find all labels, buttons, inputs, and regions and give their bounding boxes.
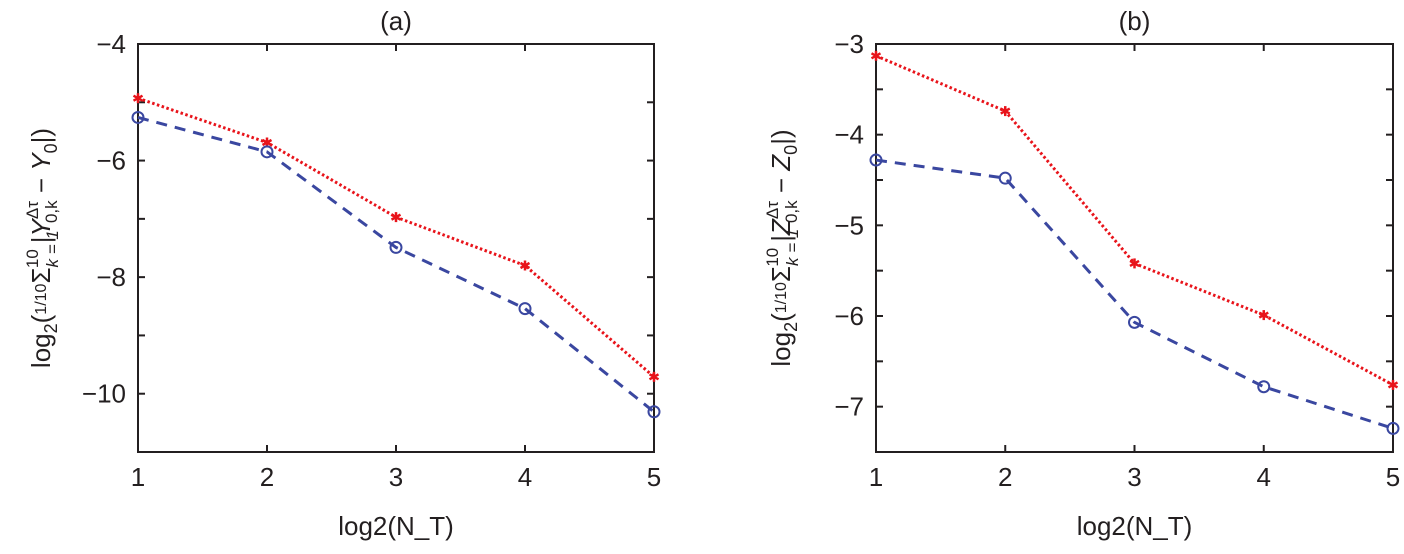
x-tick-label: 2 bbox=[260, 462, 274, 492]
x-tick-label: 3 bbox=[1127, 462, 1141, 492]
y-tick-label: −3 bbox=[834, 29, 864, 59]
y-axis-label: log2(1/10Σk = 110|YΔτ0,k − Y0|) bbox=[23, 128, 62, 368]
label-subscript: k = 1 bbox=[43, 230, 62, 267]
label-subscript: 0 bbox=[41, 143, 61, 153]
label-text: − bbox=[766, 171, 796, 201]
series-line-blue-dashed-circle bbox=[875, 158, 1394, 430]
y-tick-label: −7 bbox=[834, 392, 864, 422]
chart-title: (b) bbox=[1119, 6, 1151, 36]
asterisk-stroke bbox=[648, 373, 660, 381]
asterisk-stroke bbox=[870, 52, 882, 60]
series-line-blue-dashed-circle bbox=[137, 115, 655, 413]
y-tick-label: −4 bbox=[834, 120, 864, 150]
label-superscript: Δτ bbox=[23, 201, 42, 219]
label-text: ( bbox=[26, 314, 56, 323]
label-subscript: k = 1 bbox=[783, 229, 802, 266]
data-point-circle bbox=[131, 110, 145, 124]
x-tick-label: 3 bbox=[389, 462, 403, 492]
label-text: Y bbox=[26, 152, 56, 171]
data-point-circle bbox=[1257, 380, 1271, 394]
label-subscript: 2 bbox=[41, 323, 61, 333]
y-tick-label: −5 bbox=[834, 210, 864, 240]
y-tick-label: −4 bbox=[96, 29, 126, 59]
series-line-red-dotted-asterisk bbox=[875, 54, 1394, 387]
data-point-asterisk bbox=[390, 212, 402, 223]
label-text: log bbox=[766, 332, 796, 367]
asterisk-stroke bbox=[1000, 107, 1011, 115]
data-point-asterisk bbox=[648, 371, 660, 382]
label-subscript: 0,k bbox=[42, 200, 61, 223]
label-superscript: 10 bbox=[763, 248, 782, 267]
label-text: |) bbox=[766, 129, 796, 144]
asterisk-stroke bbox=[132, 94, 144, 102]
data-point-circle bbox=[1386, 421, 1400, 435]
chart-title: (a) bbox=[380, 6, 412, 36]
x-tick-label: 4 bbox=[1257, 462, 1271, 492]
series-line-red-dotted-asterisk bbox=[137, 96, 655, 378]
label-sum: Σ bbox=[766, 266, 796, 282]
x-tick-label: 2 bbox=[998, 462, 1012, 492]
asterisk-stroke bbox=[1387, 381, 1399, 389]
asterisk-stroke bbox=[390, 213, 402, 221]
data-point-asterisk bbox=[1129, 258, 1140, 269]
data-point-circle bbox=[1128, 315, 1141, 329]
data-point-asterisk bbox=[132, 93, 144, 104]
data-point-asterisk bbox=[519, 260, 531, 271]
y-tick-label: −6 bbox=[834, 301, 864, 331]
x-tick-label: 5 bbox=[647, 462, 661, 492]
label-text: |) bbox=[26, 128, 56, 143]
x-tick-label: 5 bbox=[1386, 462, 1400, 492]
y-tick-label: −10 bbox=[82, 379, 126, 409]
asterisk-stroke bbox=[519, 261, 531, 270]
asterisk-stroke bbox=[261, 138, 273, 147]
data-point-circle bbox=[869, 153, 883, 167]
x-axis-label: log2(N_T) bbox=[1077, 511, 1193, 541]
x-axis-label: log2(N_T) bbox=[338, 511, 454, 541]
label-text: Y bbox=[26, 217, 56, 236]
label-text: | bbox=[26, 236, 56, 243]
label-fraction: 1/10 bbox=[33, 283, 50, 314]
data-point-asterisk bbox=[870, 50, 882, 61]
y-tick-label: −6 bbox=[96, 146, 126, 176]
label-text: − bbox=[26, 171, 56, 201]
label-superscript: Δτ bbox=[763, 201, 782, 219]
label-fraction: 1/10 bbox=[773, 282, 790, 313]
asterisk-stroke bbox=[1258, 311, 1269, 319]
x-tick-label: 4 bbox=[518, 462, 532, 492]
data-point-circle bbox=[998, 171, 1012, 185]
x-tick-label: 1 bbox=[131, 462, 145, 492]
data-point-circle bbox=[389, 240, 403, 254]
y-tick-label: −8 bbox=[96, 262, 126, 292]
label-text: | bbox=[766, 235, 796, 242]
y-axis-label: log2(1/10Σk = 110|ZΔτ0,k − Z0|) bbox=[763, 129, 802, 366]
label-text: log bbox=[26, 333, 56, 368]
data-point-circle bbox=[518, 302, 532, 316]
x-tick-label: 1 bbox=[869, 462, 883, 492]
label-superscript: 10 bbox=[23, 249, 42, 268]
label-subscript: 0 bbox=[781, 145, 801, 155]
data-point-asterisk bbox=[1387, 379, 1399, 390]
label-text: Z bbox=[766, 218, 796, 236]
label-text: ( bbox=[766, 313, 796, 322]
label-subscript: 2 bbox=[781, 322, 801, 332]
data-point-circle bbox=[260, 145, 274, 159]
label-sum: Σ bbox=[26, 267, 56, 283]
label-text: Z bbox=[766, 154, 796, 172]
label-subscript: 0,k bbox=[782, 200, 801, 223]
asterisk-stroke bbox=[1129, 259, 1140, 268]
plot-frame bbox=[875, 43, 1394, 453]
data-point-circle bbox=[647, 405, 661, 419]
data-point-asterisk bbox=[1000, 106, 1011, 117]
data-point-asterisk bbox=[1258, 310, 1269, 321]
